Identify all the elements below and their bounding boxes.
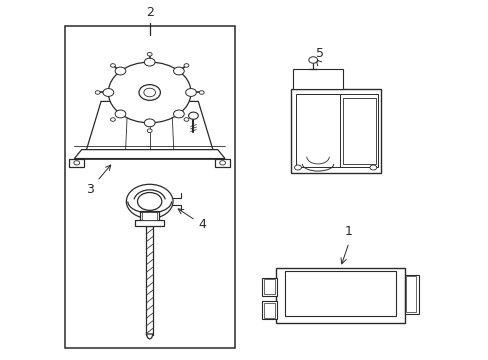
Bar — [146, 226, 153, 335]
Polygon shape — [86, 102, 212, 150]
Circle shape — [144, 119, 155, 127]
Polygon shape — [74, 150, 224, 158]
Bar — [140, 211, 159, 221]
Circle shape — [110, 118, 115, 121]
Bar — [276, 267, 404, 323]
Circle shape — [183, 118, 188, 121]
Circle shape — [139, 85, 160, 100]
Circle shape — [137, 193, 162, 210]
Bar — [342, 98, 375, 164]
Bar — [264, 302, 274, 318]
Text: 1: 1 — [345, 225, 352, 238]
Bar — [404, 275, 418, 314]
Circle shape — [115, 67, 125, 75]
Circle shape — [199, 91, 203, 94]
Bar — [262, 301, 277, 319]
Circle shape — [95, 91, 100, 94]
Bar — [292, 69, 342, 89]
Bar — [264, 279, 274, 294]
Circle shape — [185, 89, 196, 96]
Bar — [295, 94, 340, 167]
Circle shape — [144, 58, 155, 66]
Circle shape — [369, 165, 376, 170]
Text: 2: 2 — [145, 6, 153, 19]
Circle shape — [219, 161, 225, 165]
Circle shape — [147, 129, 152, 132]
Circle shape — [110, 64, 115, 67]
Bar — [290, 89, 380, 173]
Circle shape — [74, 161, 80, 165]
Polygon shape — [146, 334, 153, 339]
Bar — [285, 271, 395, 316]
Circle shape — [147, 53, 152, 56]
Bar — [142, 212, 157, 220]
Circle shape — [143, 88, 155, 97]
Bar — [135, 220, 164, 226]
Circle shape — [173, 110, 184, 118]
Polygon shape — [215, 158, 229, 167]
Circle shape — [115, 110, 125, 118]
Text: 4: 4 — [178, 209, 206, 231]
Circle shape — [188, 112, 198, 119]
Circle shape — [294, 165, 301, 170]
Circle shape — [103, 89, 114, 96]
Circle shape — [183, 64, 188, 67]
Bar — [340, 94, 377, 167]
Text: 3: 3 — [86, 165, 110, 195]
Circle shape — [173, 67, 184, 75]
Bar — [64, 26, 234, 348]
Polygon shape — [69, 158, 84, 167]
Circle shape — [126, 184, 173, 219]
Bar — [262, 278, 277, 296]
Bar — [406, 276, 415, 312]
Circle shape — [308, 57, 317, 63]
Circle shape — [108, 62, 191, 123]
Text: 5: 5 — [315, 47, 323, 60]
